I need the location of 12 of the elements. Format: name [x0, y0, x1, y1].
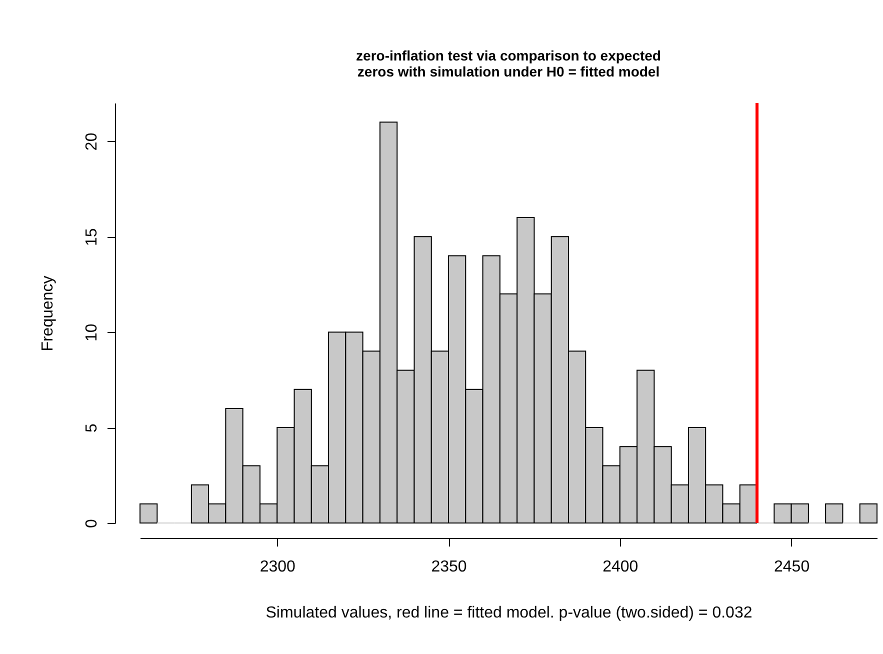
x-tick-label: 2400	[602, 558, 638, 576]
x-tick-label: 2350	[431, 558, 467, 576]
chart-title: zero-inflation test via comparison to expected zeros with simulation under H0 = fitted model	[356, 48, 661, 80]
y-tick-label: 5	[84, 424, 100, 432]
y-tick-label: 0	[84, 518, 100, 528]
y-tick-label: 10	[84, 324, 100, 342]
x-axis-title: Simulated values, red line = fitted model. p-value (two.sided) = 0.032	[266, 604, 752, 622]
y-tick-label: 15	[84, 228, 100, 246]
y-axis-title: Frequency	[40, 276, 56, 352]
x-tick-label: 2300	[260, 558, 296, 576]
x-tick-label: 2450	[774, 558, 810, 576]
y-tick-label: 20	[84, 132, 100, 151]
